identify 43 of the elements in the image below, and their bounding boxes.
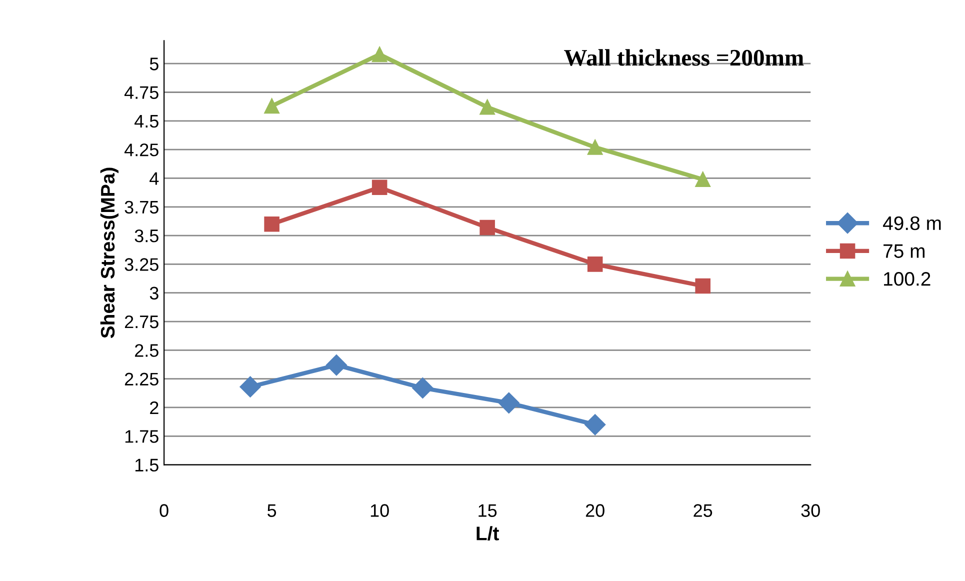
annotation: Wall thickness =200mm [564,49,804,66]
y-tick-label: 4.75 [124,86,158,99]
y-tick-label: 2.5 [135,344,158,357]
y-tick-label: 4.25 [124,144,158,156]
point [587,256,603,272]
y-tick-label: 3.75 [124,200,158,214]
y-tick-label: 1.5 [135,458,158,472]
x-tick-label: 10 [370,504,389,517]
x-tick-label: 0 [160,504,168,517]
x-axis-title: L/t [476,526,499,541]
point [480,100,495,115]
x-tick-label: 25 [694,504,712,517]
point [264,216,280,232]
y-tick-label: 2 [150,401,158,414]
legend-label: 75 m [884,244,924,258]
y-tick-label: 5 [150,58,158,70]
point [584,414,606,436]
y-tick-label: 4.5 [134,115,158,128]
point [240,376,261,398]
x-tick-label: 5 [268,504,276,517]
point [695,278,710,294]
y-tick-label: 3.25 [124,258,158,271]
point [412,377,434,399]
point [372,180,388,196]
point [695,172,710,188]
legend-label: 100.2 [884,272,930,286]
y-tick-label: 3.5 [134,229,158,242]
point [587,140,603,155]
point [326,354,347,376]
point [264,98,280,114]
point [480,220,495,236]
y-tick-label: 3 [150,286,158,300]
x-tick-label: 30 [801,504,820,517]
x-tick-label: 20 [586,504,604,517]
y-tick-label: 2.75 [124,315,158,328]
y-tick-label: 2.25 [124,372,158,386]
y-tick-label: 4 [150,172,159,185]
x-tick-label: 15 [478,504,497,517]
point [372,46,388,62]
point [498,392,520,414]
y-tick-label: 1.75 [125,430,158,443]
legend-label: 49.8 m [882,216,941,230]
y-axis-title: Shear Stress(MPa) [100,168,118,338]
